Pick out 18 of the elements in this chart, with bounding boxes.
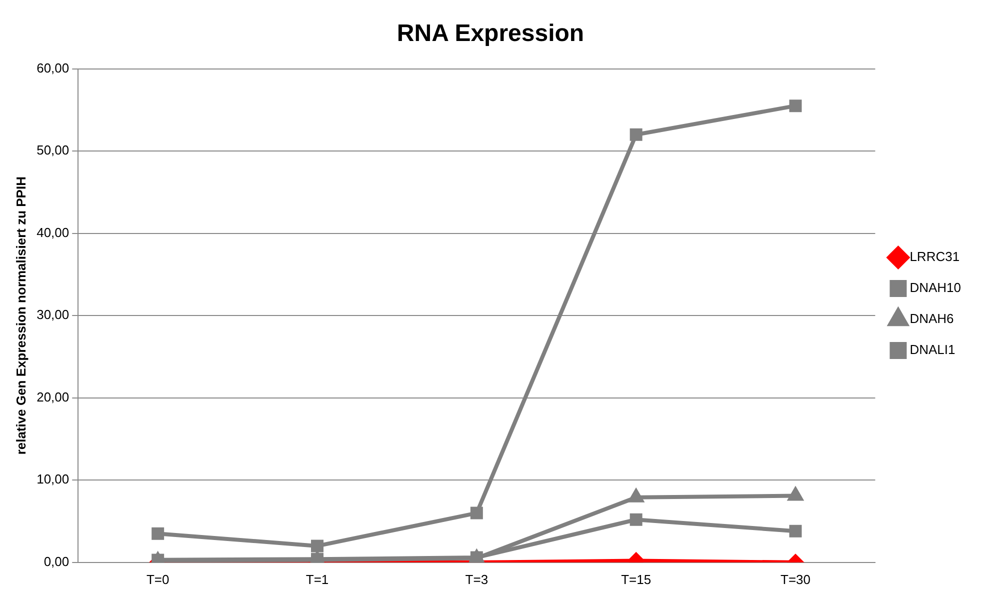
x-tick-label: T=3 — [465, 572, 488, 587]
y-tick-label: 0,00 — [44, 554, 70, 569]
y-tick-label: 10,00 — [36, 472, 70, 487]
y-tick-label: 60,00 — [36, 60, 70, 76]
legend-label: DNAH6 — [910, 311, 954, 326]
x-tick-label: T=15 — [621, 572, 652, 587]
legend-label: LRRC31 — [910, 249, 960, 264]
chart-title: RNA Expression — [396, 20, 584, 48]
legend-label: DNALI1 — [910, 342, 956, 358]
y-tick-label: 30,00 — [36, 307, 70, 322]
x-tick-label: T=30 — [780, 572, 810, 587]
x-tick-label: T=0 — [146, 572, 170, 587]
y-tick-label: 50,00 — [36, 142, 70, 158]
x-tick-label: T=1 — [306, 572, 329, 587]
legend-label: DNAH10 — [910, 280, 961, 296]
y-axis-title: relative Gen Expression normalisiert zu PPIH — [13, 176, 28, 455]
y-tick-label: 20,00 — [36, 389, 70, 404]
y-tick-label: 40,00 — [36, 224, 70, 240]
